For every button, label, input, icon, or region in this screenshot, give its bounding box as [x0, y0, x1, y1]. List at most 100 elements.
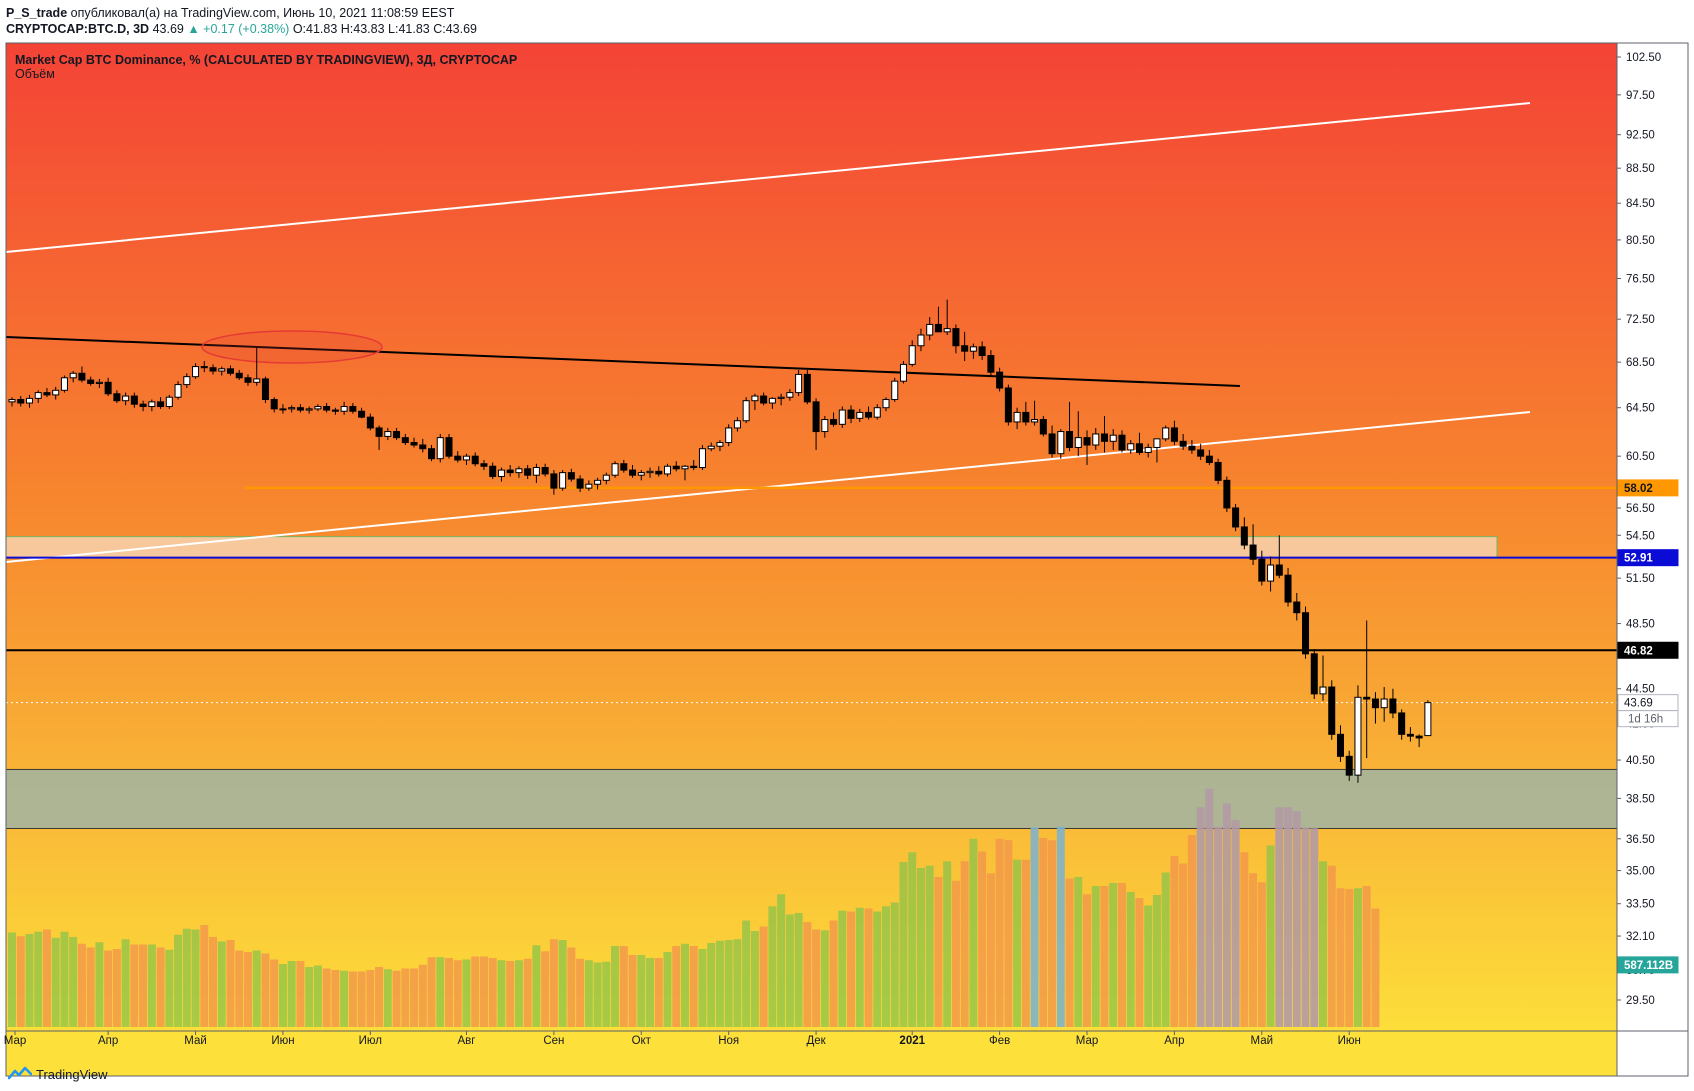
- candle-body: [1232, 507, 1240, 528]
- volume-bar: [1021, 859, 1030, 1027]
- volume-bar: [925, 865, 934, 1027]
- candle-body: [1415, 735, 1423, 739]
- volume-bar: [584, 960, 593, 1027]
- candle-body: [515, 468, 523, 474]
- candle-body: [393, 431, 401, 439]
- volume-bar: [1362, 886, 1371, 1027]
- candle-body: [401, 437, 409, 444]
- candle-body: [812, 401, 820, 433]
- candle-body: [489, 465, 497, 477]
- candle-body: [908, 345, 916, 365]
- candle-body: [672, 465, 680, 470]
- candle-body: [1057, 431, 1065, 455]
- tradingview-footer[interactable]: TradingView: [8, 1066, 108, 1082]
- price-label: 43.69: [1617, 694, 1679, 712]
- time-tick-label: Июл: [359, 1035, 382, 1047]
- price-tick-label: 97.50: [1626, 90, 1655, 102]
- candle-body: [428, 448, 436, 460]
- symbol-name[interactable]: CRYPTOCAP:BTC.D, 3D: [6, 22, 150, 36]
- candle-body: [305, 408, 313, 411]
- candle-body: [742, 400, 750, 422]
- candle-body: [1179, 440, 1187, 447]
- volume-bar: [777, 894, 786, 1027]
- time-tick-label: Май: [184, 1035, 207, 1047]
- candle-body: [1249, 544, 1257, 560]
- candle-body: [838, 409, 846, 425]
- candle-body: [1004, 387, 1012, 423]
- volume-bar: [462, 959, 471, 1027]
- volume-bar: [908, 852, 917, 1027]
- volume-bar: [1013, 859, 1022, 1027]
- candle-body: [43, 392, 51, 396]
- price-label-box: [1617, 479, 1679, 497]
- volume-bar: [1196, 807, 1205, 1027]
- volume-bar: [1257, 882, 1266, 1027]
- candle-body: [1013, 411, 1021, 423]
- candle-body: [943, 328, 951, 333]
- candle-body: [585, 483, 593, 489]
- volume-indicator-label[interactable]: Объём: [15, 67, 55, 81]
- volume-bar: [698, 949, 707, 1027]
- volume-bar: [1231, 820, 1240, 1027]
- volume-bar: [558, 940, 567, 1027]
- author-name[interactable]: P_S_trade: [6, 6, 68, 20]
- time-axis: Мар Апр Май Июн Июл Авг Сен Окт Ноя Дек 2021 Фев Мар…: [4, 1031, 1361, 1047]
- volume-bar: [1345, 889, 1354, 1027]
- candle-body: [751, 395, 759, 402]
- volume-bar: [768, 906, 777, 1027]
- volume-bar: [1301, 827, 1310, 1027]
- candle-body: [314, 406, 322, 410]
- candle-body: [60, 377, 68, 391]
- time-tick-label: Июн: [1338, 1035, 1361, 1047]
- volume-bar: [261, 953, 270, 1027]
- ohlc-values: O:41.83 H:43.83 L:41.83 C:43.69: [292, 22, 477, 36]
- volume-bar: [899, 862, 908, 1027]
- candle-body: [279, 408, 287, 411]
- candle-body: [384, 431, 392, 437]
- volume-bar: [182, 928, 191, 1027]
- candle-body: [471, 455, 479, 465]
- candle-body: [969, 346, 977, 352]
- volume-bar: [16, 936, 25, 1027]
- candle-body: [1118, 434, 1126, 451]
- candle-body: [1048, 433, 1056, 455]
- time-tick-label: Мар: [1076, 1035, 1099, 1047]
- price-tick-label: 36.50: [1626, 834, 1655, 846]
- volume-bar: [733, 939, 742, 1027]
- volume-bar: [331, 970, 340, 1027]
- volume-bar: [628, 955, 637, 1027]
- candle-body: [261, 378, 269, 401]
- time-tick-label: Апр: [98, 1035, 118, 1047]
- series-title[interactable]: Market Cap BTC Dominance, % (CALCULATED …: [15, 53, 518, 67]
- last-price: 43.69: [152, 22, 184, 36]
- candle-body: [1293, 601, 1301, 614]
- candle-body: [1223, 479, 1231, 509]
- volume-bar: [1091, 886, 1100, 1027]
- candle-body: [803, 373, 811, 403]
- volume-bar: [541, 951, 550, 1027]
- volume-bar: [121, 939, 130, 1027]
- volume-bar: [191, 929, 200, 1027]
- volume-bar: [1353, 888, 1362, 1027]
- candle-body: [620, 463, 628, 471]
- volume-bar: [794, 913, 803, 1027]
- candle-body: [1258, 558, 1266, 582]
- volume-bar: [313, 965, 322, 1027]
- candle-body: [52, 389, 60, 396]
- volume-bar: [497, 960, 506, 1027]
- volume-bar: [523, 958, 532, 1027]
- volume-bar: [672, 946, 681, 1027]
- candle-body: [87, 379, 95, 384]
- price-label-box: [1617, 956, 1679, 974]
- volume-bar: [174, 934, 183, 1027]
- volume-bar: [270, 959, 279, 1027]
- candle-body: [1406, 733, 1414, 737]
- candle-body: [296, 407, 304, 411]
- volume-bar: [348, 971, 357, 1027]
- candle-body: [602, 474, 610, 481]
- volume-bar: [576, 958, 585, 1027]
- volume-bar: [156, 947, 165, 1027]
- volume-bar: [1048, 840, 1057, 1027]
- volume-bar: [51, 937, 60, 1027]
